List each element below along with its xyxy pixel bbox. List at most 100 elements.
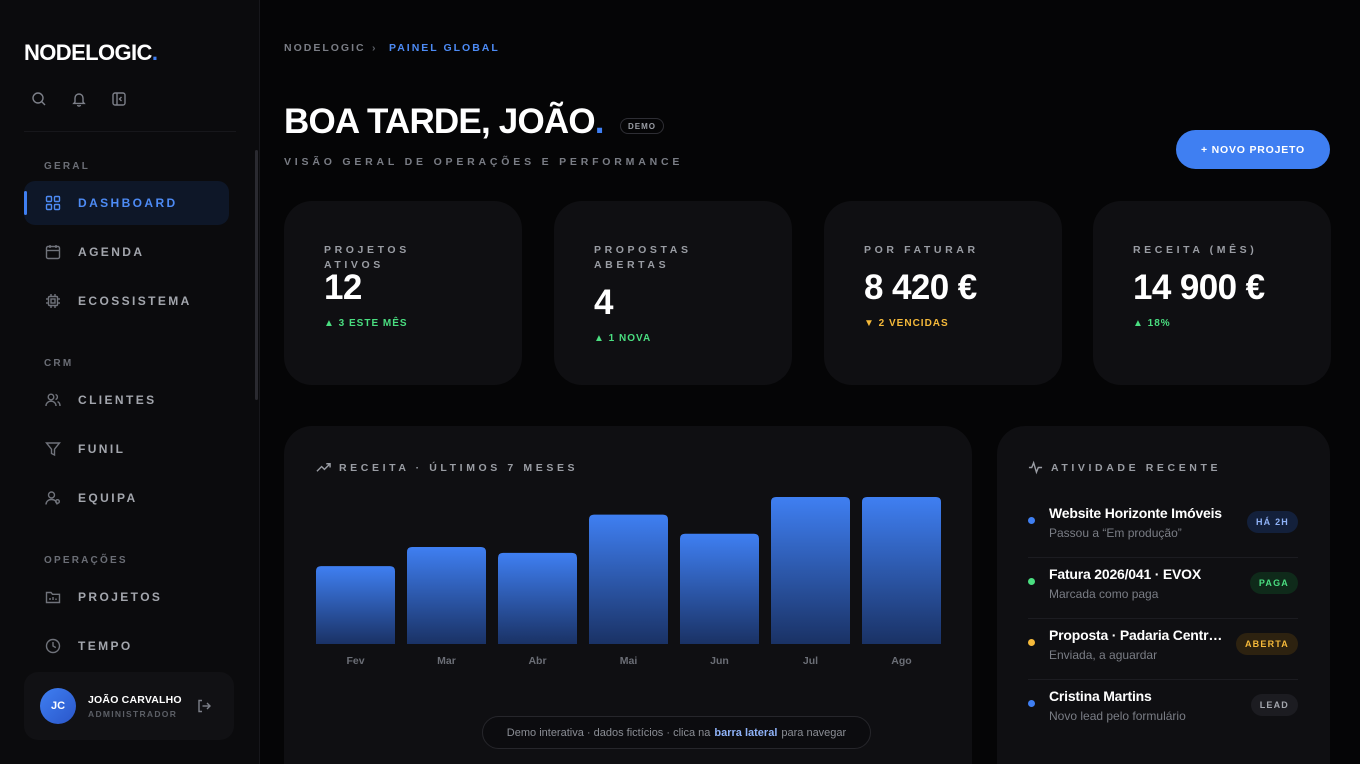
logout-icon[interactable]	[196, 698, 212, 714]
greeting-dot: .	[594, 102, 605, 141]
grid-icon	[44, 194, 62, 212]
search-icon[interactable]	[30, 90, 48, 108]
section-label-geral: GERAL	[44, 161, 90, 172]
x-tick-label: Jul	[803, 655, 818, 667]
folder-icon	[44, 588, 62, 606]
bar-abr[interactable]	[498, 552, 577, 644]
activity-item-subtitle: Enviada, a aguardar	[1049, 648, 1158, 662]
divider	[1028, 557, 1298, 558]
kpi-card-por-faturar[interactable]: POR FATURAR 8 420 € ▼ 2 VENCIDAS	[824, 201, 1062, 385]
bar-jul[interactable]	[771, 497, 850, 644]
revenue-bar-chart: Fev Mar Abr Mai Jun Jul Ago	[316, 497, 941, 667]
sidebar-item-label: EQUIPA	[78, 491, 138, 505]
chart-title-text: RECEITA · ÚLTIMOS 7 MESES	[339, 461, 579, 474]
activity-item-subtitle: Marcada como paga	[1049, 587, 1159, 601]
x-tick-label: Abr	[528, 655, 546, 667]
sidebar-item-projetos[interactable]: PROJETOS	[24, 575, 229, 619]
kpi-value: 4	[594, 283, 613, 322]
clock-icon	[44, 637, 62, 655]
logo-dot: .	[151, 40, 158, 65]
divider	[1028, 679, 1298, 680]
bar-fev[interactable]	[316, 566, 395, 644]
sidebar-item-clientes[interactable]: CLIENTES	[24, 378, 229, 422]
activity-item-title: Proposta · Padaria Central Lisboa	[1049, 627, 1229, 643]
page-title: BOA TARDE, JOÃO.	[284, 102, 605, 142]
activity-item-subtitle: Passou a “Em produção”	[1049, 526, 1182, 540]
bell-icon[interactable]	[70, 90, 88, 108]
bar-mai[interactable]	[589, 514, 668, 644]
chip-icon	[44, 292, 62, 310]
sidebar-toggle-icon[interactable]	[110, 90, 128, 108]
demo-note-text: Demo interativa · dados fictícios · clic…	[506, 726, 711, 739]
bar-ago[interactable]	[862, 497, 941, 644]
sidebar-item-label: FUNIL	[78, 442, 126, 456]
kpi-trend: ▲ 3 ESTE MÊS	[324, 318, 408, 329]
breadcrumb-root[interactable]: NODELOGIC	[284, 42, 366, 54]
greeting-text: BOA TARDE, JOÃO	[284, 102, 596, 141]
sidebar-item-label: PROJETOS	[78, 590, 163, 604]
demo-badge: DEMO	[620, 118, 664, 134]
kpi-card-projetos-ativos[interactable]: PROJETOS ATIVOS 12 ▲ 3 ESTE MÊS	[284, 201, 522, 385]
sidebar-item-label: DASHBOARD	[78, 196, 178, 210]
sidebar: NODELOGIC. GERAL DASHBOARD AGENDA ECOSSI…	[0, 0, 260, 764]
status-badge: HÁ 2H	[1246, 511, 1298, 533]
kpi-trend: ▼ 2 VENCIDAS	[864, 318, 949, 329]
activity-item-title: Website Horizonte Imóveis	[1049, 505, 1222, 521]
section-label-crm: CRM	[44, 358, 74, 369]
activity-item[interactable]: Cristina Martins Novo lead pelo formulár…	[1028, 680, 1298, 741]
bar-jun[interactable]	[680, 533, 759, 644]
demo-note-link[interactable]: barra lateral	[714, 726, 778, 739]
section-label-operacoes: OPERAÇÕES	[44, 555, 128, 566]
chart-title: RECEITA · ÚLTIMOS 7 MESES	[316, 460, 578, 475]
status-badge: ABERTA	[1235, 633, 1298, 655]
status-badge: LEAD	[1250, 694, 1298, 716]
user-card[interactable]: JC JOÃO CARVALHO ADMINISTRADOR	[24, 672, 234, 740]
bar-mar[interactable]	[407, 546, 486, 644]
trending-up-icon	[316, 460, 331, 475]
kpi-card-receita-mes[interactable]: RECEITA (MÊS) 14 900 € ▲ 18%	[1093, 201, 1331, 385]
status-dot	[1028, 517, 1035, 524]
status-dot	[1028, 639, 1035, 646]
demo-note: Demo interativa · dados fictícios · clic…	[482, 716, 871, 749]
logo-text: NODELOGIC	[24, 40, 152, 65]
kpi-trend: ▲ 18%	[1133, 318, 1171, 329]
activity-item-subtitle: Novo lead pelo formulário	[1049, 709, 1186, 723]
kpi-value: 8 420 €	[864, 268, 977, 307]
sidebar-toolbar	[30, 90, 128, 108]
sidebar-scrollbar[interactable]	[255, 150, 258, 400]
kpi-label: RECEITA (MÊS)	[1133, 244, 1258, 256]
kpi-card-propostas-abertas[interactable]: PROPOSTAS ABERTAS 4 ▲ 1 NOVA	[554, 201, 792, 385]
user-role: ADMINISTRADOR	[88, 709, 178, 719]
kpi-value: 14 900 €	[1133, 268, 1265, 307]
activity-item-title: Cristina Martins	[1049, 688, 1152, 704]
sidebar-item-ecossistema[interactable]: ECOSSISTEMA	[24, 279, 229, 323]
x-tick-label: Fev	[346, 655, 364, 667]
sidebar-item-label: ECOSSISTEMA	[78, 294, 192, 308]
kpi-label: PROPOSTAS ABERTAS	[594, 244, 692, 271]
sidebar-divider	[24, 131, 236, 132]
breadcrumb-separator: ›	[372, 42, 378, 54]
kpi-label: PROJETOS ATIVOS	[324, 244, 410, 271]
avatar: JC	[40, 688, 76, 724]
activity-item[interactable]: Fatura 2026/041 · EVOX Marcada como paga…	[1028, 558, 1298, 619]
activity-title: ATIVIDADE RECENTE	[1028, 460, 1221, 475]
activity-item[interactable]: Website Horizonte Imóveis Passou a “Em p…	[1028, 497, 1298, 558]
sidebar-item-tempo[interactable]: TEMPO	[24, 624, 229, 668]
sidebar-item-funil[interactable]: FUNIL	[24, 427, 229, 471]
new-project-button[interactable]: + NOVO PROJETO	[1176, 130, 1330, 169]
x-tick-label: Mar	[437, 655, 456, 667]
activity-item[interactable]: Proposta · Padaria Central Lisboa Enviad…	[1028, 619, 1298, 680]
sidebar-item-agenda[interactable]: AGENDA	[24, 230, 229, 274]
app-logo[interactable]: NODELOGIC.	[24, 40, 158, 66]
x-tick-label: Jun	[710, 655, 729, 667]
calendar-icon	[44, 243, 62, 261]
sidebar-item-label: TEMPO	[78, 639, 133, 653]
x-tick-label: Mai	[620, 655, 638, 667]
activity-pulse-icon	[1028, 460, 1043, 475]
sidebar-item-dashboard[interactable]: DASHBOARD	[24, 181, 229, 225]
kpi-label: POR FATURAR	[864, 244, 979, 256]
user-name: JOÃO CARVALHO	[88, 694, 182, 706]
users-icon	[44, 391, 62, 409]
sidebar-item-equipa[interactable]: EQUIPA	[24, 476, 229, 520]
status-dot	[1028, 700, 1035, 707]
